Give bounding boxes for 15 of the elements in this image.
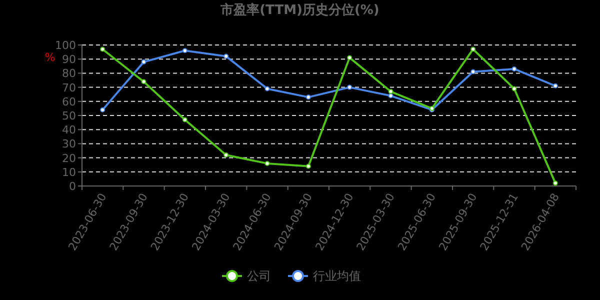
y-tick-label: 20 <box>62 152 76 165</box>
y-tick-label: 100 <box>55 39 76 52</box>
legend-label: 公司 <box>247 269 271 283</box>
y-tick-label: 80 <box>62 67 76 80</box>
y-tick-label: 0 <box>69 180 76 193</box>
y-tick-label: 10 <box>62 166 76 179</box>
y-tick-label: 60 <box>62 95 76 108</box>
y-tick-label: 30 <box>62 138 76 151</box>
y-axis-title: % <box>44 51 56 64</box>
chart-title: 市盈率(TTM)历史分位(%) <box>220 2 380 18</box>
y-tick-label: 90 <box>62 53 76 66</box>
legend-label: 行业均值 <box>313 269 361 283</box>
y-tick-label: 40 <box>62 124 76 137</box>
y-tick-label: 70 <box>62 81 76 94</box>
y-tick-label: 50 <box>62 110 76 122</box>
